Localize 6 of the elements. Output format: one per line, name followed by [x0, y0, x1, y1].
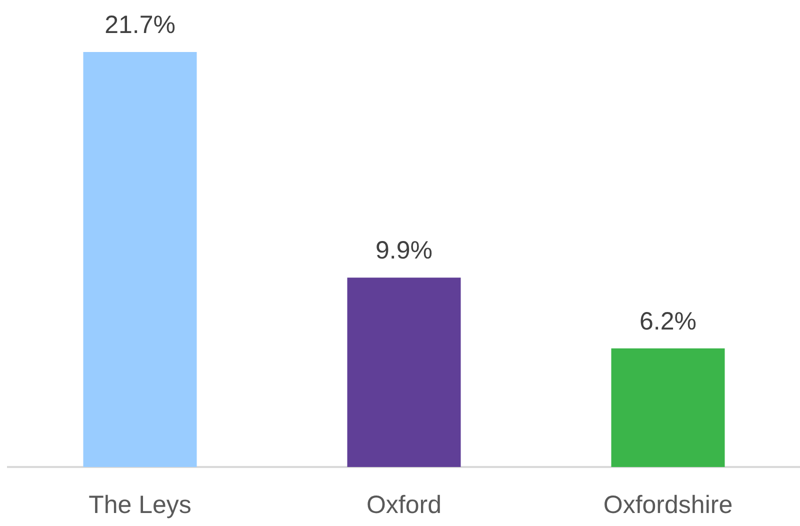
x-tick-label: Oxford: [366, 490, 442, 519]
x-tick-label: Oxfordshire: [603, 490, 733, 519]
data-label: 6.2%: [640, 307, 696, 336]
x-tick-label: The Leys: [88, 490, 192, 519]
data-label: 9.9%: [376, 236, 432, 265]
data-label: 21.7%: [104, 11, 176, 39]
